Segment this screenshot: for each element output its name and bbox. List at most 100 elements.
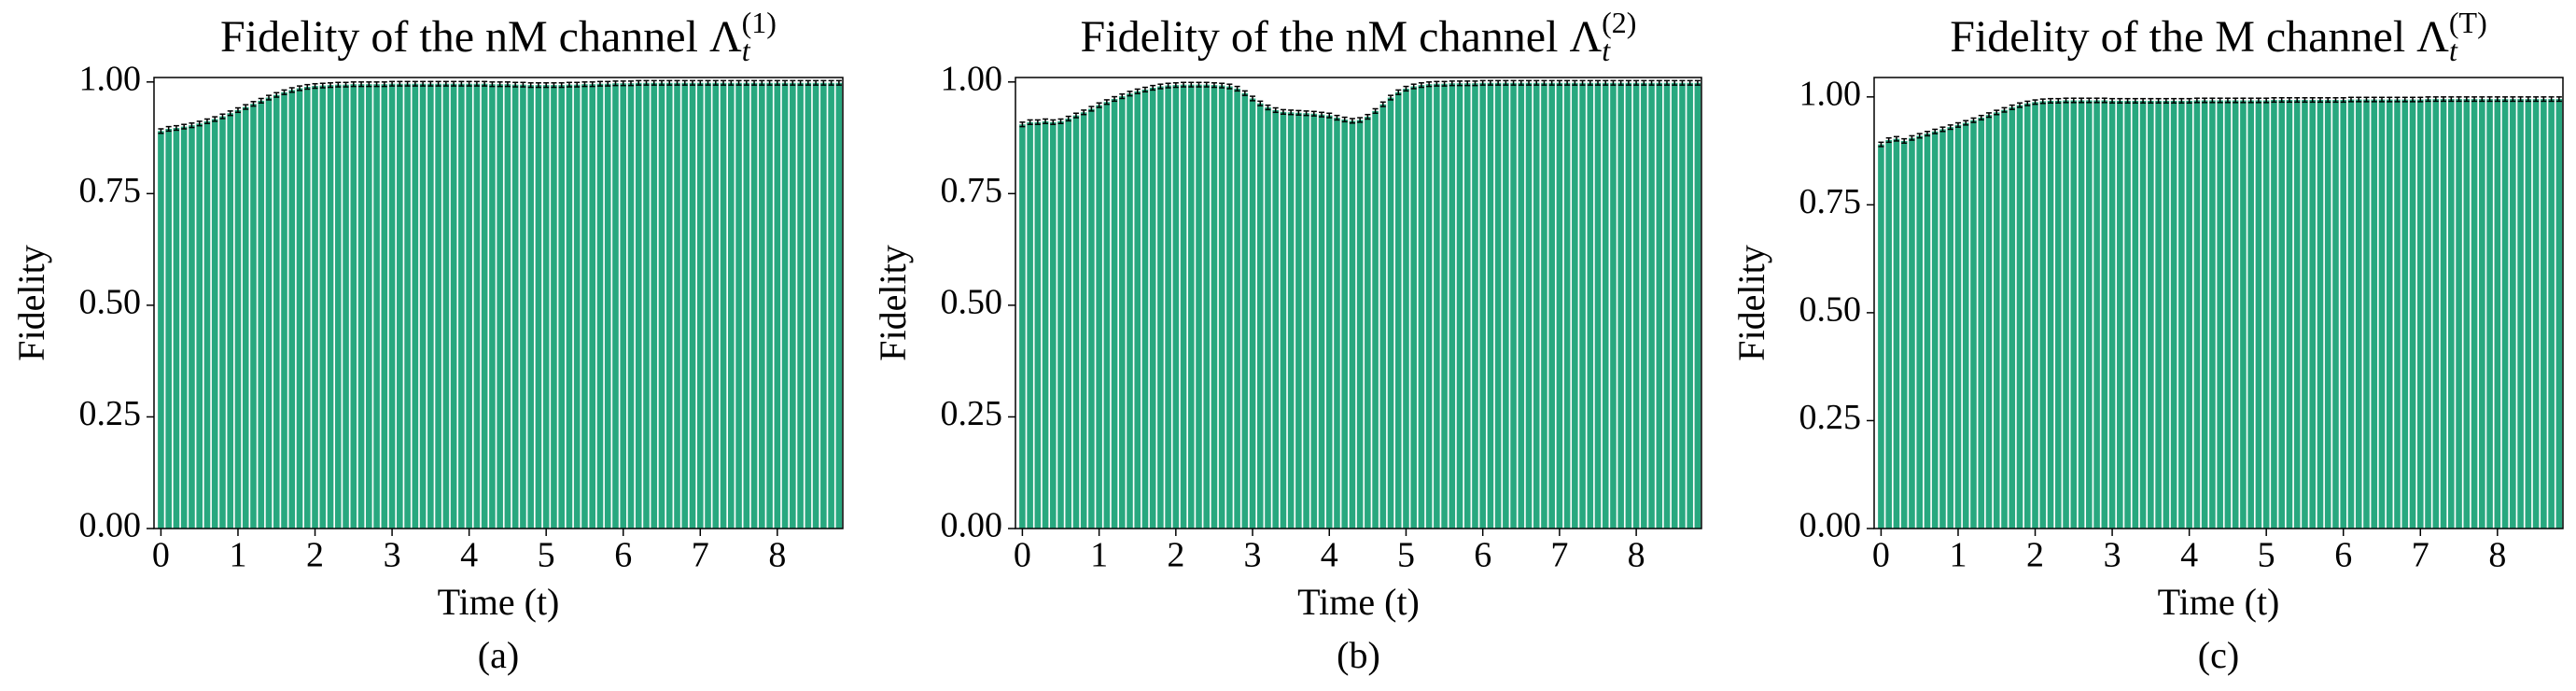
bar bbox=[1325, 115, 1333, 529]
bar bbox=[281, 92, 287, 529]
x-axis-label: Time (t) bbox=[2158, 581, 2280, 623]
error-bar bbox=[527, 81, 534, 89]
error-bar bbox=[797, 79, 804, 86]
bar bbox=[596, 83, 604, 529]
bar bbox=[1218, 85, 1225, 529]
error-bar bbox=[1610, 79, 1617, 86]
bar bbox=[1900, 140, 1908, 529]
caption: (c) bbox=[2198, 634, 2239, 676]
error-bar bbox=[381, 81, 387, 88]
error-bar bbox=[1978, 114, 1984, 121]
bar bbox=[366, 84, 372, 529]
bar bbox=[1134, 91, 1141, 529]
bar bbox=[2070, 100, 2078, 529]
error-bar bbox=[674, 79, 680, 86]
error-bar bbox=[1510, 79, 1517, 86]
bar bbox=[2324, 100, 2331, 529]
bar bbox=[1625, 82, 1632, 529]
error-bar bbox=[1656, 79, 1662, 86]
bar bbox=[1065, 118, 1072, 529]
bar bbox=[211, 119, 218, 529]
error-bar bbox=[2070, 97, 2077, 104]
error-bar bbox=[1295, 109, 1302, 116]
bar bbox=[319, 85, 327, 529]
x-tick-label: 0 bbox=[152, 536, 170, 575]
bar bbox=[2124, 100, 2131, 529]
bar bbox=[743, 82, 750, 529]
error-bar bbox=[643, 79, 650, 86]
error-bar bbox=[2079, 97, 2085, 104]
error-bar bbox=[2055, 97, 2062, 105]
error-bar bbox=[366, 81, 372, 88]
error-bar bbox=[435, 80, 441, 87]
error-bar bbox=[751, 79, 758, 86]
bar bbox=[388, 83, 396, 529]
bar bbox=[1349, 120, 1356, 529]
error-bar bbox=[2332, 96, 2339, 104]
error-bar bbox=[605, 80, 611, 87]
error-bar bbox=[1265, 104, 1271, 111]
bar bbox=[1027, 121, 1033, 529]
bar bbox=[2363, 99, 2370, 529]
bar bbox=[1970, 120, 1977, 529]
bar bbox=[566, 84, 573, 529]
bar bbox=[189, 125, 195, 529]
bar bbox=[2224, 100, 2232, 529]
error-bar bbox=[2278, 96, 2285, 104]
error-bar bbox=[1479, 79, 1486, 86]
bar bbox=[1157, 86, 1164, 529]
bar bbox=[497, 84, 503, 529]
x-tick-label: 7 bbox=[692, 536, 709, 575]
x-tick-label: 0 bbox=[1014, 536, 1031, 575]
bar bbox=[2494, 99, 2501, 529]
error-bar bbox=[458, 80, 465, 87]
error-bar bbox=[397, 80, 403, 87]
bar bbox=[1272, 109, 1279, 529]
error-bar bbox=[543, 81, 550, 89]
title-symbol: Λ bbox=[1569, 12, 1602, 62]
error-bar bbox=[1909, 134, 1915, 141]
error-bar bbox=[589, 81, 595, 88]
bar bbox=[728, 82, 735, 529]
error-bar bbox=[2371, 96, 2377, 103]
bar bbox=[1434, 83, 1440, 529]
bar bbox=[1885, 140, 1892, 529]
error-bar bbox=[1019, 121, 1026, 128]
y-tick-label: 0.75 bbox=[1799, 182, 1862, 221]
error-bar bbox=[412, 80, 418, 87]
bar bbox=[234, 109, 242, 529]
error-bar bbox=[212, 116, 218, 122]
bar bbox=[466, 83, 472, 529]
bar bbox=[1080, 112, 1087, 529]
error-bar bbox=[1096, 102, 1102, 108]
error-bar bbox=[1365, 113, 1371, 120]
bar bbox=[1096, 105, 1102, 529]
bar bbox=[2047, 100, 2054, 529]
bar bbox=[1441, 83, 1448, 529]
bar bbox=[258, 100, 265, 529]
error-bar bbox=[2479, 96, 2485, 103]
bar bbox=[2117, 100, 2123, 529]
bar bbox=[1365, 117, 1371, 529]
axes-frame bbox=[1015, 77, 1702, 529]
y-axis-label: Fidelity bbox=[1730, 245, 1772, 360]
bar bbox=[1019, 124, 1026, 529]
error-bar bbox=[2325, 96, 2331, 104]
bar bbox=[604, 83, 611, 529]
error-bar bbox=[1410, 83, 1417, 90]
bar bbox=[203, 120, 211, 529]
bar bbox=[381, 84, 388, 529]
error-bar bbox=[2048, 97, 2054, 105]
bar bbox=[1403, 88, 1409, 529]
bar bbox=[2093, 100, 2100, 529]
error-bar bbox=[1947, 124, 1953, 131]
error-bar bbox=[1533, 79, 1540, 86]
error-bar bbox=[489, 81, 496, 88]
bar bbox=[1954, 124, 1962, 529]
error-bar bbox=[1526, 79, 1533, 86]
bar bbox=[2178, 100, 2185, 529]
bar bbox=[2293, 100, 2301, 529]
error-bar bbox=[1595, 79, 1602, 86]
bar bbox=[689, 82, 696, 529]
error-bar bbox=[389, 80, 396, 87]
